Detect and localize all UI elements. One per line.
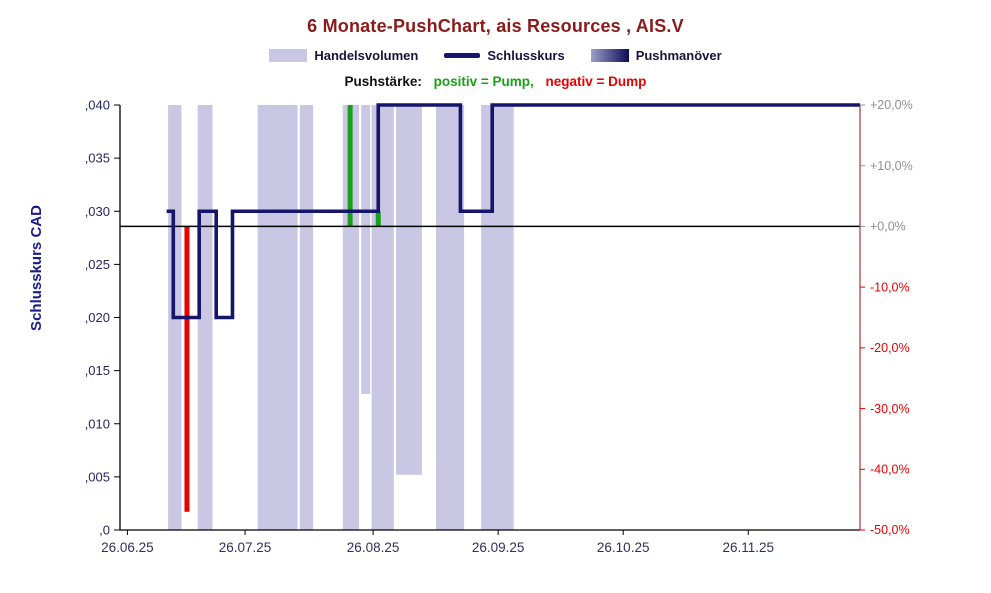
right-axis-tick-label: -30,0% xyxy=(870,402,910,416)
push-strength-pump: positiv = Pump, xyxy=(433,74,534,89)
volume-swatch-icon xyxy=(269,49,308,62)
right-axis-tick-label: +10,0% xyxy=(870,159,913,173)
x-axis-tick-label: 26.08.25 xyxy=(347,540,400,555)
left-axis-tick-label: ,030 xyxy=(85,204,110,219)
volume-bar xyxy=(361,105,371,394)
right-axis-tick-label: -10,0% xyxy=(870,280,910,294)
left-axis-tick-label: ,035 xyxy=(85,151,110,166)
right-axis-tick-label: -50,0% xyxy=(870,523,910,537)
legend-label-volume: Handelsvolumen xyxy=(314,48,419,63)
legend-item-volume: Handelsvolumen xyxy=(269,48,418,63)
volume-bar xyxy=(299,105,314,530)
left-axis-tick-label: ,015 xyxy=(85,363,110,378)
left-axis-tick-label: ,040 xyxy=(85,98,110,113)
legend-label-price: Schlusskurs xyxy=(487,48,565,63)
left-axis-tick-label: ,025 xyxy=(85,257,110,272)
x-axis-tick-label: 26.09.25 xyxy=(472,540,525,555)
right-axis-tick-label: -20,0% xyxy=(870,341,910,355)
right-axis-tick-label: -40,0% xyxy=(870,462,910,476)
price-line-swatch-icon xyxy=(444,53,481,58)
left-axis-tick-label: ,0 xyxy=(99,523,110,538)
right-axis-tick-label: +20,0% xyxy=(870,98,913,112)
x-axis-tick-label: 26.07.25 xyxy=(219,540,272,555)
push-swatch-icon xyxy=(590,49,629,62)
x-axis-tick-label: 26.06.25 xyxy=(101,540,154,555)
chart-title: 6 Monate-PushChart, ais Resources , AIS.… xyxy=(307,16,684,36)
right-axis-tick-label: +0,0% xyxy=(870,220,906,234)
push-strength-dump: negativ = Dump xyxy=(545,74,647,89)
volume-bar xyxy=(257,105,298,530)
legend-label-push: Pushmanöver xyxy=(635,48,722,63)
push-bar-pump xyxy=(347,105,353,227)
chart-legend: Handelsvolumen Schlusskurs Pushmanöver xyxy=(0,48,991,63)
legend-item-push: Pushmanöver xyxy=(590,48,722,63)
x-axis-tick-label: 26.10.25 xyxy=(597,540,650,555)
volume-bar xyxy=(396,105,422,475)
left-axis-tick-label: ,005 xyxy=(85,469,110,484)
volume-bar xyxy=(481,105,514,530)
push-strength-prefix: Pushstärke: xyxy=(344,74,422,89)
push-strength-note: Pushstärke: positiv = Pump, negativ = Du… xyxy=(0,74,991,89)
push-bar-dump xyxy=(184,226,190,512)
left-axis-tick-label: ,020 xyxy=(85,310,110,325)
price-line xyxy=(166,103,860,320)
volume-bar xyxy=(371,105,394,530)
left-axis-tick-label: ,010 xyxy=(85,416,110,431)
legend-item-price: Schlusskurs xyxy=(444,48,565,63)
x-axis-tick-label: 26.11.25 xyxy=(722,540,774,555)
push-bar-pump xyxy=(375,211,381,227)
